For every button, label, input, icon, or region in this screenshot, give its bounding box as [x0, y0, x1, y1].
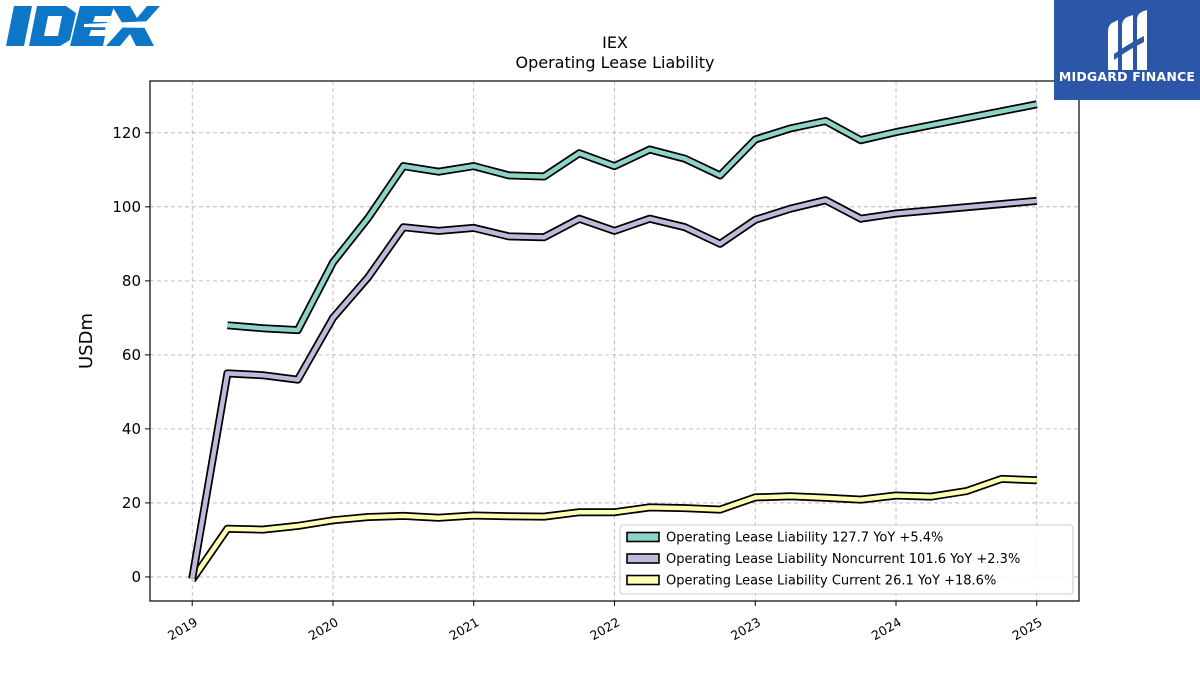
- chart-subtitle: Operating Lease Liability: [515, 53, 714, 72]
- x-tick-label: 2021: [447, 614, 482, 643]
- legend-entry: Operating Lease Liability 127.7 YoY +5.4…: [666, 531, 943, 546]
- publisher-name: MIDGARD FINANCE: [1058, 69, 1196, 84]
- x-tick-label: 2019: [165, 614, 200, 643]
- legend: Operating Lease Liability 127.7 YoY +5.4…: [619, 524, 1074, 595]
- series-line: [227, 100, 1038, 335]
- y-tick-label: 0: [131, 568, 141, 586]
- legend-box: [619, 524, 1074, 595]
- x-tick-label: 2022: [587, 614, 622, 643]
- x-tick-label: 2025: [1010, 614, 1045, 643]
- series-fill: [227, 102, 1038, 333]
- x-tick-label: 2020: [306, 614, 341, 643]
- series-line: [188, 196, 1038, 580]
- x-tick-label: 2024: [869, 614, 904, 643]
- y-tick-label: 80: [122, 272, 141, 290]
- chart-title: IEX: [602, 33, 628, 52]
- legend-swatch: [626, 574, 660, 586]
- midgard-emblem-icon: [1108, 10, 1147, 70]
- idex-logo: [6, 6, 160, 46]
- legend-entry: Operating Lease Liability Current 26.1 Y…: [666, 574, 996, 589]
- series-lines: [188, 100, 1038, 583]
- series-line: [188, 474, 1037, 583]
- legend-swatch: [626, 553, 660, 564]
- series-fill: [189, 197, 1038, 580]
- x-tick-label: 2023: [728, 614, 763, 643]
- series-fill: [190, 476, 1037, 582]
- y-tick-label: 40: [122, 420, 141, 438]
- y-tick-label: 100: [112, 198, 141, 216]
- midgard-finance-logo: MIDGARD FINANCE: [1054, 0, 1200, 100]
- y-tick-label: 120: [112, 124, 141, 142]
- y-axis-label: USDm: [76, 313, 97, 369]
- y-tick-label: 60: [122, 346, 141, 364]
- y-tick-label: 20: [122, 494, 141, 512]
- legend-entry: Operating Lease Liability Noncurrent 101…: [666, 552, 1020, 567]
- legend-swatch: [626, 531, 660, 543]
